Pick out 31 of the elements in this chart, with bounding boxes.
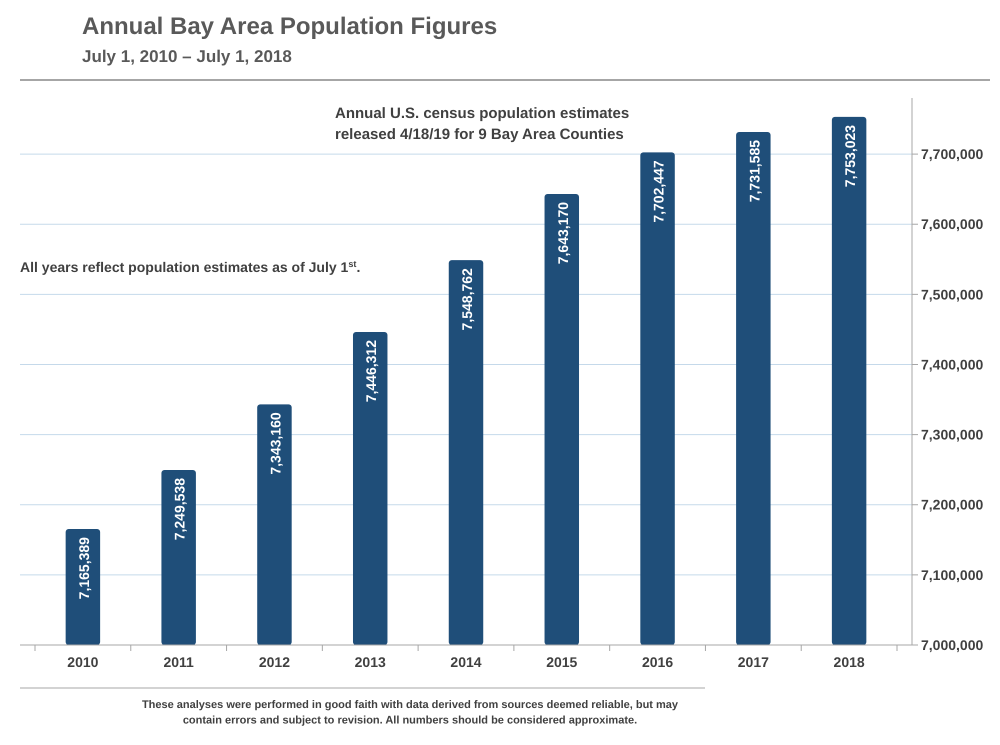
y-tick-label: 7,400,000 [921, 356, 984, 372]
data-label: 7,643,170 [554, 202, 571, 264]
data-label: 7,702,447 [650, 160, 667, 223]
x-tick-label: 2013 [354, 654, 386, 670]
x-tick-label: 2012 [258, 654, 290, 670]
y-tick-label: 7,600,000 [921, 216, 984, 232]
x-tick-label: 2015 [546, 654, 578, 670]
chart-title: Annual Bay Area Population Figures [82, 13, 498, 40]
text: These analyses were performed in good faith with data derived from sources deemed reliable, but may contain errors and subject to revision. All numbers should be considered approximate. [142, 699, 679, 726]
data-label: 7,731,585 [746, 140, 762, 202]
y-tick-label: 7,000,000 [921, 637, 984, 653]
data-label: 7,753,023 [842, 124, 858, 188]
y-tick-label: 7,300,000 [921, 426, 984, 443]
annotation: All years reflect population estimates as of July 1$^{st}$. [20, 259, 360, 275]
x-tick-label: 2017 [738, 654, 770, 670]
y-tick-label: 7,200,000 [921, 496, 984, 513]
y-tick-label: 7,500,000 [921, 286, 984, 302]
x-tick-label: 2014 [450, 654, 482, 670]
annotation: Annual U.S. census population estimates released 4/18/19 for 9 Bay Area Counties [335, 105, 630, 143]
x-tick-label: 2010 [67, 654, 99, 670]
data-label: 7,343,160 [267, 412, 284, 475]
x-tick-label: 2018 [834, 654, 865, 670]
x-tick-label: 2016 [642, 654, 674, 670]
data-label: 7,249,538 [172, 478, 188, 540]
y-tick-label: 7,700,000 [921, 146, 984, 162]
chart-subtitle: July 1, 2010 – July 1, 2018 [82, 47, 292, 66]
y-tick-label: 7,100,000 [921, 566, 984, 583]
x-tick-label: 2011 [163, 654, 194, 670]
data-label: 7,446,312 [363, 340, 380, 402]
data-label: 7,548,762 [459, 268, 475, 330]
data-label: 7,165,389 [76, 536, 92, 600]
